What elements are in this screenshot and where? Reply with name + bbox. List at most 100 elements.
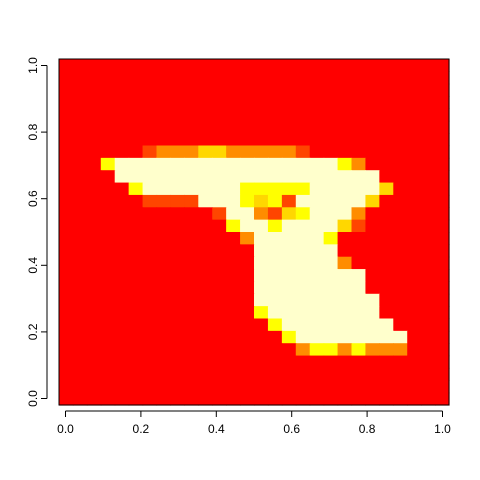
heatmap-cell (142, 343, 158, 357)
heatmap-cell (435, 170, 450, 184)
heatmap-cell (114, 392, 130, 406)
heatmap-cell (351, 71, 367, 85)
heatmap-cell (100, 182, 116, 196)
y-axis: 0.0 0.2 0.4 0.6 0.8 1.0 (26, 57, 48, 407)
heatmap-cell (365, 219, 380, 233)
heatmap-cell (323, 207, 339, 221)
heatmap-cell (184, 281, 199, 295)
heatmap-cell (407, 392, 422, 406)
heatmap-cell (184, 108, 199, 122)
heatmap-cell (114, 219, 130, 233)
heatmap-cell (86, 194, 102, 208)
heatmap-cell (72, 71, 88, 85)
heatmap-cell (435, 194, 450, 208)
heatmap-cell (267, 355, 283, 369)
heatmap-cell (281, 293, 297, 307)
heatmap-cell (142, 244, 158, 258)
heatmap-cell (379, 170, 394, 184)
heatmap-cell (254, 367, 269, 381)
heatmap-cell (407, 256, 422, 270)
heatmap-cell (337, 306, 353, 320)
heatmap-cell (323, 96, 339, 110)
heatmap-cell (156, 343, 172, 357)
heatmap-cell (407, 306, 422, 320)
heatmap-cell (267, 281, 283, 295)
heatmap-cell (351, 244, 367, 258)
heatmap-cell (184, 392, 199, 406)
heatmap-cell (72, 232, 88, 245)
heatmap-cell (435, 145, 450, 159)
heatmap-cell (365, 182, 380, 196)
heatmap-cell (267, 367, 283, 381)
heatmap-cell (379, 269, 394, 283)
heatmap-cell (170, 244, 185, 258)
heatmap-cell (240, 219, 255, 233)
heatmap-cell (407, 380, 422, 394)
heatmap-cell (379, 120, 394, 134)
heatmap-cell (128, 145, 144, 159)
heatmap-cell (351, 207, 367, 221)
heatmap-cell (212, 269, 227, 283)
heatmap-cell (184, 133, 199, 147)
heatmap-cell (435, 219, 450, 233)
heatmap-cell (365, 194, 380, 208)
heatmap-cell (128, 380, 144, 394)
heatmap-cell (435, 318, 450, 332)
heatmap-cell (240, 96, 255, 110)
heatmap-cell (114, 367, 130, 381)
heatmap-cell (435, 232, 450, 245)
heatmap-cell (295, 256, 311, 270)
heatmap-cell (309, 367, 325, 381)
heatmap-cell (393, 83, 408, 97)
heatmap-cell (309, 120, 325, 134)
heatmap-cell (365, 343, 380, 357)
heatmap-cell (281, 269, 297, 283)
heatmap-cell (393, 157, 408, 171)
heatmap-cell (100, 170, 116, 184)
heatmap-cell (254, 96, 269, 110)
heatmap-cell (198, 392, 213, 406)
heatmap-cell (59, 392, 74, 406)
heatmap-cell (198, 170, 213, 184)
heatmap-cell (240, 318, 255, 332)
heatmap-cell (393, 256, 408, 270)
heatmap-cell (379, 355, 394, 369)
heatmap-cell (226, 392, 241, 406)
heatmap-cell (323, 343, 339, 357)
heatmap-cell (128, 232, 144, 245)
heatmap-cell (128, 355, 144, 369)
heatmap-cell (184, 96, 199, 110)
heatmap-cell (393, 145, 408, 159)
heatmap-cell (351, 59, 367, 72)
heatmap-cell (114, 108, 130, 122)
heatmap-cell (267, 133, 283, 147)
heatmap-cell (142, 157, 158, 171)
heatmap-cell (156, 194, 172, 208)
heatmap-cell (100, 59, 116, 72)
heatmap-cell (212, 157, 227, 171)
heatmap-cell (267, 380, 283, 394)
heatmap-cell (170, 343, 185, 357)
heatmap-cell (254, 108, 269, 122)
heatmap-cell (393, 367, 408, 381)
heatmap-cell (407, 182, 422, 196)
heatmap-cell (198, 367, 213, 381)
heatmap-cell (59, 306, 74, 320)
heatmap-cell (254, 133, 269, 147)
heatmap-cell (59, 108, 74, 122)
heatmap-cell (142, 256, 158, 270)
heatmap-cell (351, 306, 367, 320)
heatmap-cell (184, 170, 199, 184)
heatmap-cell (170, 380, 185, 394)
heatmap-cell (72, 182, 88, 196)
heatmap-cell (59, 330, 74, 344)
heatmap-cell (212, 318, 227, 332)
heatmap-cell (212, 355, 227, 369)
heatmap-cell (240, 207, 255, 221)
heatmap-cell (435, 207, 450, 221)
heatmap-cell (100, 269, 116, 283)
heatmap-cell (72, 293, 88, 307)
heatmap-cell (435, 182, 450, 196)
heatmap-cell (323, 194, 339, 208)
